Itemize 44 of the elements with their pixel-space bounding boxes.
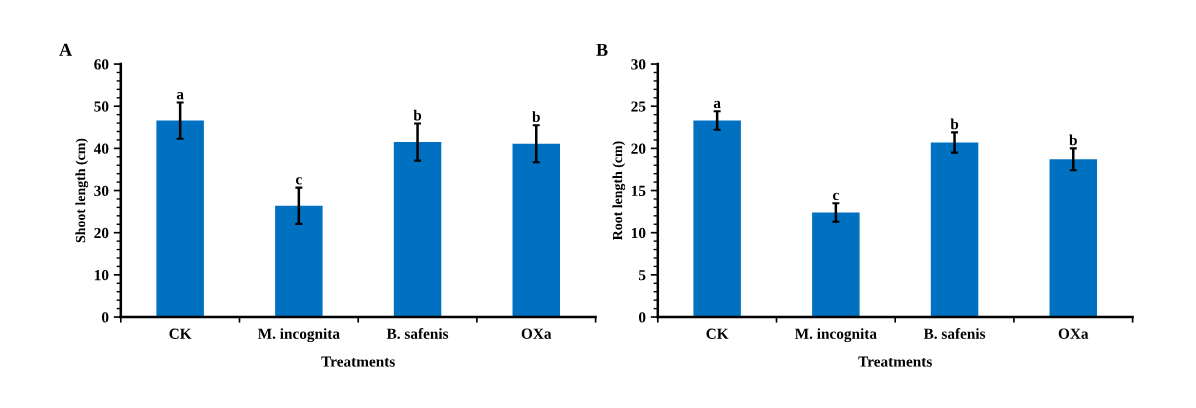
annotation: c: [295, 177, 302, 185]
bar: [393, 142, 442, 318]
x-axis-title: Treatments: [858, 356, 932, 367]
x-tick-label: CK: [169, 328, 192, 339]
bar: [512, 143, 560, 318]
y-tick-label: 20: [94, 227, 109, 239]
bar: [930, 142, 979, 318]
chart-title: B: [596, 43, 608, 56]
y-tick-label: 50: [94, 101, 109, 112]
bar: [156, 120, 204, 318]
y-tick-label: 0: [101, 312, 109, 323]
bar: [275, 205, 323, 318]
bar: [812, 212, 860, 318]
y-tick-label: 30: [631, 59, 646, 70]
bar: [693, 120, 741, 318]
x-tick-label: B. safenis: [923, 327, 986, 339]
annotation: c: [832, 192, 839, 201]
y-tick-label: 10: [631, 227, 646, 239]
x-tick-label: OXa: [521, 328, 552, 339]
x-tick-label: CK: [706, 328, 729, 339]
x-axis-title: Treatments: [321, 356, 395, 367]
y-tick-label: 15: [631, 185, 646, 196]
y-axis-title: Shoot length (cm): [75, 138, 89, 243]
x-tick-label: M. incognita: [794, 328, 877, 343]
annotation: b: [532, 111, 540, 123]
annotation: b: [1069, 134, 1077, 146]
chart-title: A: [59, 43, 72, 56]
y-tick-label: 0: [638, 312, 646, 323]
y-tick-label: 25: [631, 101, 646, 112]
y-tick-label: 5: [638, 270, 646, 281]
y-tick-label: 60: [94, 59, 109, 70]
x-tick-label: M. incognita: [257, 328, 340, 343]
y-tick-label: 10: [94, 270, 109, 281]
y-tick-label: 30: [94, 185, 109, 196]
y-tick-label: 40: [93, 143, 109, 154]
x-tick-label: B. safenis: [386, 327, 449, 339]
annotation: b: [950, 118, 959, 130]
y-tick-label: 20: [631, 143, 646, 154]
annotation: b: [413, 109, 422, 121]
y-axis-title: Root length (cm): [612, 141, 626, 241]
annotation: a: [176, 92, 184, 100]
annotation: a: [713, 100, 721, 109]
x-tick-label: OXa: [1058, 328, 1089, 339]
bar: [1049, 159, 1097, 318]
